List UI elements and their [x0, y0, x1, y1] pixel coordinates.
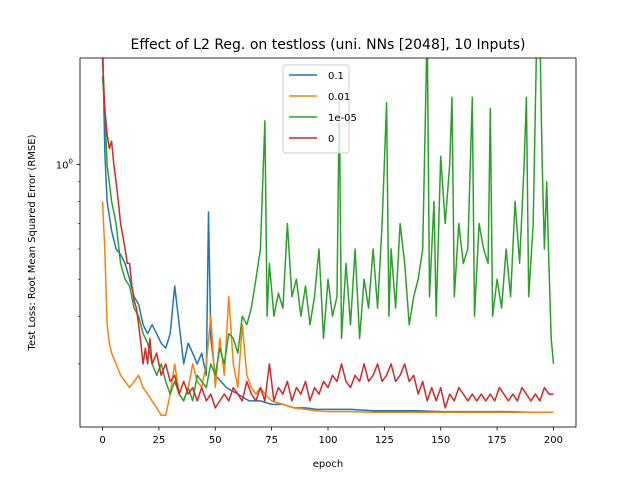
x-tick-label: 100 — [318, 435, 337, 446]
chart-title: Effect of L2 Reg. on testloss (uni. NNs … — [130, 37, 525, 53]
x-tick-label: 0 — [99, 435, 105, 446]
x-tick-label: 150 — [431, 435, 450, 446]
x-axis-label: epoch — [313, 459, 343, 470]
y-tick-label: 100 — [56, 157, 73, 171]
legend-label: 1e-05 — [328, 113, 357, 124]
x-tick-label: 25 — [153, 435, 166, 446]
legend-label: 0.01 — [328, 92, 350, 103]
series-layer — [101, 58, 555, 417]
x-tick-label: 50 — [209, 435, 222, 446]
series-line-1e-05 — [101, 58, 555, 402]
legend-label: 0.1 — [328, 71, 344, 82]
y-axis-label: Test Loss: Root Mean Squared Error (RMSE… — [27, 134, 38, 351]
y-axis-ticks: 100 — [56, 157, 80, 365]
series-line-0.01 — [101, 201, 554, 417]
x-axis-ticks: 0 25 50 75 100 125 150 175 200 — [99, 427, 563, 446]
legend-box — [282, 64, 350, 154]
x-tick-label: 200 — [544, 435, 563, 446]
legend: 0.1 0.01 1e-05 0 — [282, 64, 357, 154]
x-tick-label: 125 — [375, 435, 394, 446]
x-tick-label: 75 — [265, 435, 278, 446]
series-line-0 — [101, 58, 554, 409]
x-tick-label: 175 — [488, 435, 507, 446]
legend-label: 0 — [328, 134, 334, 145]
